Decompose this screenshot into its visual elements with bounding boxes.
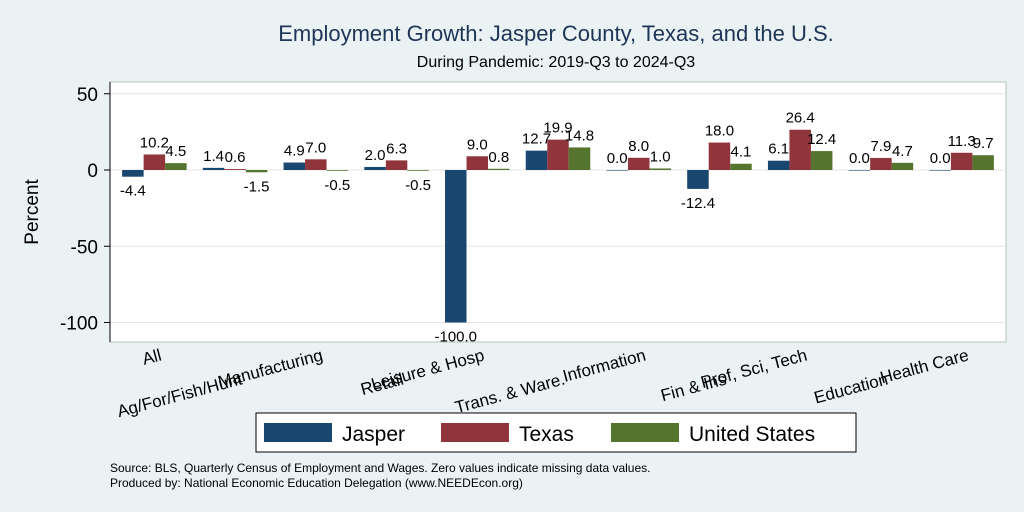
data-label: -1.5 [244,178,270,195]
footer-produced-by: Produced by: National Economic Education… [110,476,523,490]
bar-jasper [848,170,871,171]
data-label: 7.9 [870,138,891,155]
data-label: -0.5 [405,177,431,194]
data-label: 6.1 [768,141,789,158]
data-label: -100.0 [434,329,477,346]
x-category-label: Prof, Sci, Tech [699,346,809,393]
bar-jasper [364,166,386,170]
data-label: 8.0 [628,138,649,155]
bar-jasper [283,162,306,170]
chart-subtitle: During Pandemic: 2019-Q3 to 2024-Q3 [417,54,695,71]
data-label: 0.0 [930,150,951,167]
data-label: -0.5 [324,177,350,194]
legend-label: Jasper [342,423,405,446]
x-category-label: Education [812,370,890,408]
data-label: 1.0 [650,148,671,165]
bar-jasper [606,170,628,171]
legend-label: Texas [519,423,574,446]
data-label: 9.7 [973,135,994,152]
data-label: 4.7 [892,143,913,160]
data-label: 12.7 [522,131,551,148]
y-tick-label: -100 [60,314,98,335]
plot-area [109,81,1007,343]
bar-united-states [568,147,591,170]
bar-texas [870,157,892,170]
bar-jasper [202,167,225,170]
legend-label: United States [689,423,815,446]
data-label: 9.0 [467,136,488,153]
bar-texas [547,139,569,170]
data-label: 19.9 [543,120,572,137]
bar-jasper [929,170,951,171]
data-label: 4.1 [731,144,752,161]
data-label: 10.2 [140,134,169,151]
bar-jasper [525,150,548,170]
bar-jasper [445,170,467,323]
x-category-label: Health Care [878,346,971,388]
x-category-label: Trans. & Ware. [453,370,567,418]
data-label: 4.9 [284,143,305,160]
bar-united-states [810,151,833,170]
x-category-label: Leisure & Hosp [369,346,486,394]
bar-texas [950,152,973,170]
bar-texas [466,156,489,170]
bar-united-states [165,163,187,170]
bar-jasper [687,170,709,189]
bar-texas [789,129,811,170]
legend-swatch [611,423,679,442]
bar-united-states [972,155,994,170]
data-label: 11.3 [948,133,976,150]
data-label: -12.4 [681,195,715,212]
bar-texas [385,160,408,170]
bar-united-states [407,170,429,171]
data-label: 18.0 [705,123,734,140]
x-category-label: All [140,346,163,369]
data-label: 4.5 [165,143,186,160]
bar-jasper [767,160,790,170]
legend: Jasper Texas United States [255,412,857,453]
data-label: 26.4 [786,110,815,127]
bar-united-states [649,168,671,170]
legend-swatch [441,423,509,442]
y-tick-label: 50 [77,85,98,106]
bar-united-states [730,163,752,170]
x-category-label: Manufacturing [216,346,325,392]
data-label: 2.0 [365,147,386,164]
y-axis-label: Percent [22,179,43,245]
bar-united-states [488,168,510,170]
data-label: -4.4 [120,183,146,200]
data-label: 0.0 [849,150,870,167]
legend-box [255,412,857,453]
data-label: 12.4 [807,131,836,148]
legend-swatch [264,423,332,442]
bar-texas [305,159,327,170]
bar-texas [627,157,650,170]
data-label: 1.4 [203,148,224,165]
y-tick-label: 0 [87,161,98,182]
data-label: 14.8 [565,127,594,144]
bar-united-states [891,162,914,170]
chart-title: Employment Growth: Jasper County, Texas,… [278,21,834,46]
bar-texas [224,169,246,170]
data-label: 7.0 [305,139,326,156]
footer-source: Source: BLS, Quarterly Census of Employm… [110,461,650,475]
x-category-label: Information [561,346,648,386]
data-label: 0.6 [225,149,246,166]
bar-united-states [245,170,268,173]
bar-jasper [122,170,144,177]
bar-united-states [326,170,349,171]
y-tick-label: -50 [71,237,98,258]
data-label: 0.8 [488,149,509,166]
data-label: 0.0 [607,150,628,167]
data-label: 6.3 [386,140,407,157]
bar-texas [143,154,166,170]
bar-texas [708,142,731,170]
